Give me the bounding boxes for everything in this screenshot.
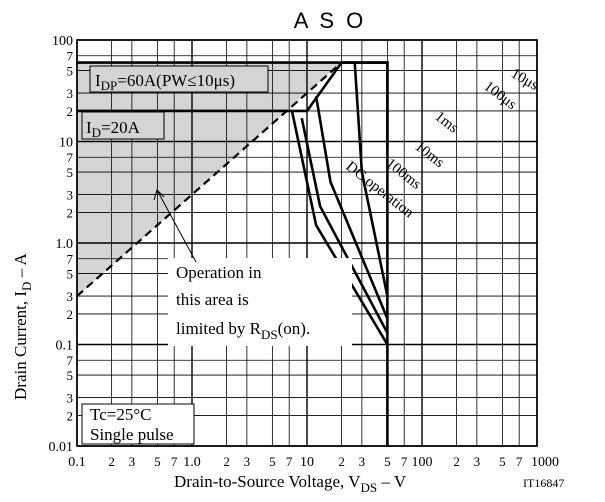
plot-border (76, 39, 538, 447)
curve-label-10us: 10μs (508, 66, 541, 94)
condition-note-line-2: Single pulse (90, 425, 174, 444)
y-tick-label: 10 (59, 136, 73, 151)
id-label-box (81, 111, 165, 140)
x-tick-label: 7 (171, 454, 178, 469)
y-tick-label: 3 (67, 188, 74, 203)
curve-label-100us: 100μs (481, 78, 520, 113)
x-tick-label: 3 (244, 454, 251, 469)
x-tick-label: 5 (499, 454, 506, 469)
y-tick-label: 2 (67, 104, 74, 119)
chart-title: A S O (294, 8, 366, 33)
curve-label-10ms: 10ms (412, 139, 448, 172)
y-tick-label: 3 (67, 86, 74, 101)
x-tick-label: 7 (286, 454, 293, 469)
y-tick-label: 1.0 (56, 237, 74, 252)
x-tick-label: 1.0 (183, 455, 201, 470)
operation-note-line-3: limited by RDS(on). (176, 319, 310, 342)
x-tick-label: 0.1 (68, 455, 86, 470)
series-line-10ms (314, 95, 389, 320)
curve-labels: 10μs 100μs 1ms 10ms 100ms DC operation (343, 66, 542, 222)
x-tick-label: 3 (129, 454, 136, 469)
x-tick-label: 7 (401, 454, 408, 469)
series-line-rds-on-limit (76, 61, 343, 297)
operation-note-box (168, 258, 352, 346)
operation-note-line-2: this area is (176, 290, 249, 309)
operation-note-line-1: Operation in (176, 263, 262, 282)
x-tick-label: 5 (154, 454, 161, 469)
condition-note-box (81, 403, 195, 445)
x-tick-label: 5 (384, 454, 391, 469)
x-axis-ticks: 0.1 2 3 5 7 1.0 2 3 5 7 10 2 3 5 7 100 2 3 5 7 1000 (68, 454, 559, 470)
y-tick-label: 7 (67, 252, 74, 267)
x-axis-label: Drain-to-Source Voltage, VDS – V (174, 472, 407, 495)
y-tick-label: 5 (67, 64, 74, 79)
y-tick-label: 5 (67, 165, 74, 180)
x-tick-label: 7 (516, 454, 523, 469)
operation-note-arrow-head (153, 189, 165, 201)
y-axis-label: Drain Current, ID – A (11, 252, 34, 400)
y-tick-label: 0.01 (49, 440, 74, 455)
series-line-100ms (300, 117, 389, 334)
operation-note-arrow-line (156, 189, 197, 263)
y-tick-label: 3 (67, 289, 74, 304)
y-tick-label: 0.1 (56, 339, 74, 354)
y-tick-label: 5 (67, 267, 74, 282)
y-tick-label: 7 (67, 353, 74, 368)
chart-series (76, 61, 389, 446)
x-tick-label: 2 (453, 454, 460, 469)
y-tick-label: 2 (67, 205, 74, 220)
id-label: ID=20A (86, 118, 141, 140)
x-tick-label: 10 (300, 455, 314, 470)
series-line-100-s (341, 61, 389, 149)
idp-label-box (89, 65, 269, 93)
x-tick-label: 2 (108, 454, 115, 469)
series-line-1ms (291, 61, 389, 297)
y-tick-label: 7 (67, 150, 74, 165)
y-tick-label: 2 (67, 408, 74, 423)
y-tick-label: 100 (52, 34, 73, 49)
x-tick-label: 3 (359, 454, 366, 469)
series-line-dc-operation (290, 110, 389, 346)
y-tick-label: 3 (67, 391, 74, 406)
y-tick-label: 2 (67, 307, 74, 322)
figure-id: IT16847 (523, 476, 564, 490)
x-tick-label: 1000 (531, 455, 559, 470)
condition-note-line-1: Tc=25°C (90, 405, 151, 424)
x-tick-label: 3 (474, 454, 481, 469)
x-tick-label: 100 (412, 455, 433, 470)
y-tick-label: 5 (67, 368, 74, 383)
x-tick-label: 2 (223, 454, 230, 469)
x-tick-label: 5 (269, 454, 276, 469)
idp-label: IDP=60A(PW≤10μs) (95, 71, 235, 93)
x-tick-label: 2 (338, 454, 345, 469)
y-tick-label: 7 (67, 49, 74, 64)
